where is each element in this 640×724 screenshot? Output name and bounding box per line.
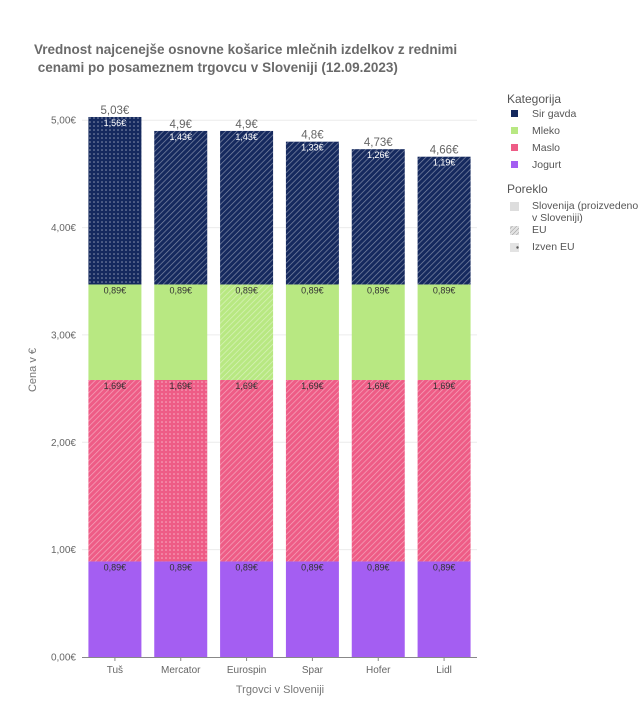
segment-value-label: 0,89€	[301, 285, 324, 295]
segment-value-label: 0,89€	[301, 562, 324, 572]
legend-origin-swatch	[510, 202, 519, 211]
segment-value-label: 0,89€	[169, 285, 192, 295]
segment-value-label: 0,89€	[367, 285, 390, 295]
bar-segment-pattern	[88, 116, 142, 285]
segment-value-label: 0,89€	[433, 562, 456, 572]
bar-group: 0,89€ 1,69€ 0,89€ 1,19€4,66€	[417, 145, 471, 657]
legend-item-label: Jogurt	[532, 159, 561, 171]
x-tick-label: Tuš	[107, 665, 123, 676]
bar-segment	[417, 561, 471, 657]
segment-value-label: 1,69€	[367, 381, 390, 391]
x-axis-label: Trgovci v Sloveniji	[236, 684, 324, 696]
segment-value-label: 1,43€	[169, 132, 192, 142]
bar-segment	[154, 284, 208, 381]
legend-swatch	[511, 144, 518, 151]
bar-segment	[351, 284, 405, 381]
legend-origin-title: Poreklo	[507, 182, 548, 196]
bar-segment	[154, 561, 208, 657]
bar-group: 0,89€ 1,69€ 0,89€ 1,26€4,73€	[351, 137, 405, 657]
legend-swatch	[511, 161, 518, 168]
y-tick-label: 2,00€	[51, 438, 76, 449]
bar-total-label: 4,8€	[301, 130, 324, 142]
y-tick-label: 3,00€	[51, 330, 76, 341]
y-tick-label: 4,00€	[51, 223, 76, 234]
segment-value-label: 0,89€	[367, 562, 390, 572]
bar-segment-pattern	[220, 130, 274, 285]
legend-item-label: Maslo	[532, 142, 560, 154]
bar-total-label: 4,73€	[364, 137, 393, 149]
segment-value-label: 0,89€	[104, 285, 127, 295]
segment-value-label: 0,89€	[235, 285, 258, 295]
segment-value-label: 1,69€	[433, 381, 456, 391]
x-tick-label: Hofer	[366, 665, 391, 676]
segment-value-label: 1,69€	[235, 381, 258, 391]
y-axis-ticks: 0,00€ 1,00€ 2,00€ 3,00€ 4,00€ 5,00€	[51, 116, 76, 664]
bar-segment-pattern	[351, 380, 405, 562]
gridlines	[82, 119, 477, 551]
legend-origin-swatch	[510, 226, 519, 235]
x-axis-ticks: Tuš Mercator Eurospin Spar Hofer Lidl	[107, 657, 452, 676]
legend-category-title: Kategorija	[507, 92, 561, 106]
legend-origin-swatch	[510, 243, 519, 252]
y-axis-label: Cena v €	[27, 348, 39, 392]
legend-origin-label: EU	[532, 224, 547, 236]
chart-title-line-2: cenami po posameznem trgovcu v Sloveniji…	[34, 60, 398, 75]
segment-value-label: 1,43€	[235, 132, 258, 142]
legend-swatch	[511, 127, 518, 134]
x-tick-label: Eurospin	[227, 665, 266, 676]
legend-swatch	[511, 110, 518, 117]
bar-segment-pattern	[285, 141, 339, 285]
segment-value-label: 1,69€	[301, 381, 324, 391]
bars: 0,89€1,69€0,89€1,56€5,03€0,89€1,69€0,89€…	[88, 105, 471, 657]
bar-group: 0,89€ 1,69€ 0,89€ 1,43€4,9€	[220, 119, 274, 657]
segment-value-label: 1,26€	[367, 150, 390, 160]
x-tick-label: Mercator	[161, 665, 201, 676]
bar-segment	[88, 284, 142, 381]
segment-value-label: 1,56€	[104, 118, 127, 128]
legend-origin-label: v Sloveniji)	[532, 212, 583, 224]
bar-segment	[285, 561, 339, 657]
bar-total-label: 4,9€	[170, 119, 193, 131]
bar-segment-pattern	[417, 380, 471, 562]
bar-segment	[88, 561, 142, 657]
bar-segment-pattern	[220, 380, 274, 562]
segment-value-label: 0,89€	[104, 562, 127, 572]
x-tick-label: Spar	[302, 665, 324, 676]
bar-segment	[417, 284, 471, 381]
segment-value-label: 1,69€	[104, 381, 127, 391]
bar-total-label: 5,03€	[101, 105, 130, 117]
y-tick-label: 0,00€	[51, 653, 76, 664]
x-tick-label: Lidl	[436, 665, 452, 676]
bar-total-label: 4,66€	[430, 145, 459, 157]
bar-segment	[220, 561, 274, 657]
segment-value-label: 0,89€	[235, 562, 258, 572]
segment-value-label: 1,19€	[433, 158, 456, 168]
bar-group: 0,89€ 1,69€ 0,89€ 1,33€4,8€	[285, 130, 339, 657]
bar-segment-pattern	[88, 380, 142, 562]
bar-segment-pattern	[417, 156, 471, 285]
bar-segment-pattern	[154, 380, 208, 562]
bar-segment-pattern	[285, 380, 339, 562]
legend-item-label: Mleko	[532, 125, 560, 137]
legend-item-label: Sir gavda	[532, 108, 577, 120]
bar-group: 0,89€ 1,69€ 0,89€ 1,43€4,9€	[154, 119, 208, 657]
segment-value-label: 0,89€	[169, 562, 192, 572]
legend-origin-label: Izven EU	[532, 241, 575, 253]
bar-segment	[351, 561, 405, 657]
bar-group: 0,89€ 1,69€ 0,89€ 1,56€5,03€	[88, 105, 142, 657]
legend: Kategorija Sir gavda Mleko Maslo Jogurt Por…	[507, 92, 638, 253]
segment-value-label: 1,33€	[301, 143, 324, 153]
y-tick-label: 5,00€	[51, 116, 76, 127]
bar-total-label: 4,9€	[235, 119, 258, 131]
bar-segment	[285, 284, 339, 381]
legend-origin-label: Slovenija (proizvedeno	[532, 200, 638, 212]
bar-segment-pattern	[351, 149, 405, 285]
segment-value-label: 1,69€	[169, 381, 192, 391]
segment-value-label: 0,89€	[433, 285, 456, 295]
chart-title-line-1: Vrednost najcenejše osnovne košarice mle…	[34, 42, 457, 57]
bar-segment-pattern	[220, 284, 274, 381]
y-tick-label: 1,00€	[51, 545, 76, 556]
bar-segment-pattern	[154, 130, 208, 285]
